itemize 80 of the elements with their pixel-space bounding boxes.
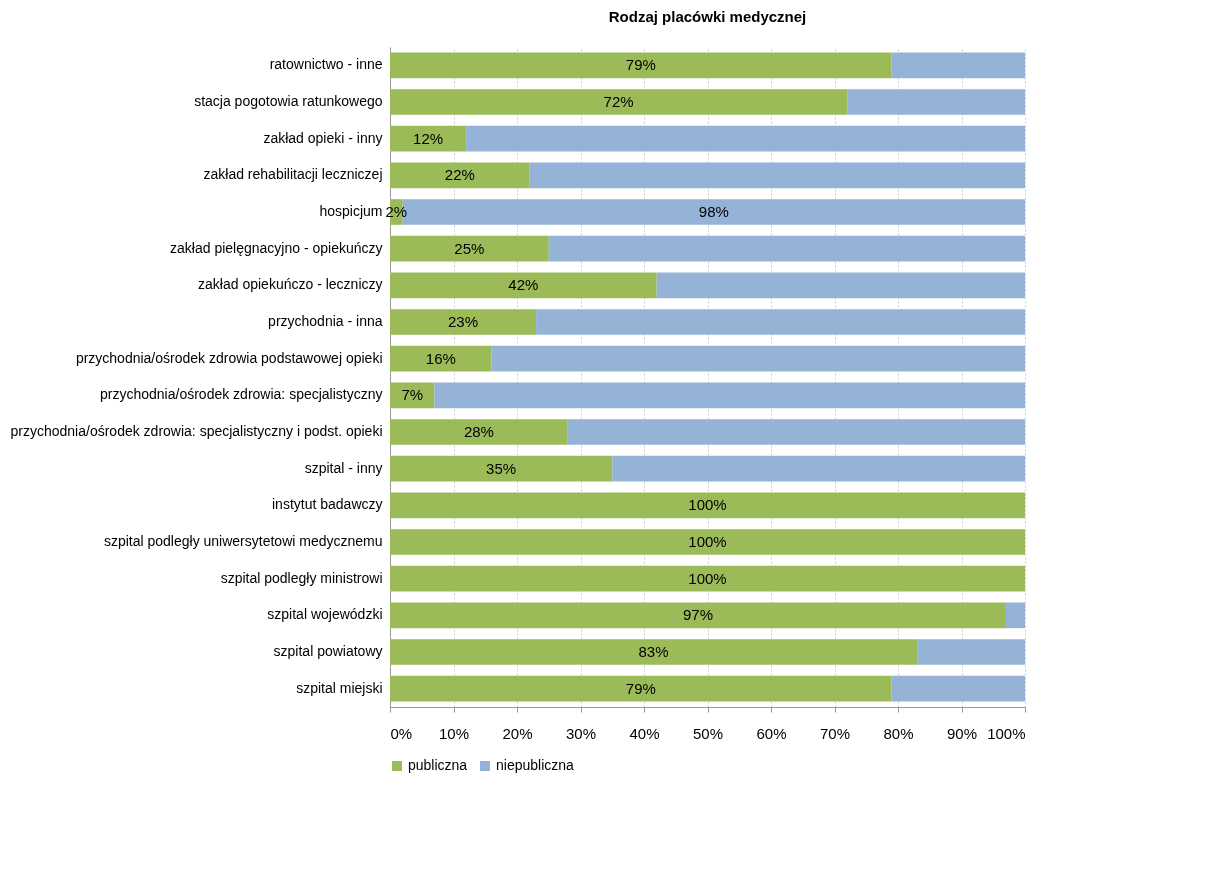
data-label: 12%	[413, 129, 444, 147]
bar	[891, 52, 1025, 79]
data-label: 35%	[486, 459, 517, 477]
y-tick-label: przychodnia/ośrodek zdrowia: specjalistyczny	[100, 386, 383, 403]
data-label: 28%	[463, 423, 494, 440]
bar	[891, 675, 1025, 702]
data-label: 83%	[638, 643, 669, 660]
bar	[390, 52, 892, 79]
data-label: 22%	[444, 166, 475, 184]
y-tick-label: szpital podległy ministrowi	[220, 569, 383, 586]
data-label: 25%	[454, 239, 485, 257]
chart-title: Rodzaj placówki medycznej	[608, 8, 807, 25]
bar	[390, 675, 892, 702]
data-label: 97%	[682, 606, 713, 624]
y-tick-label: szpital powiatowy	[273, 643, 383, 659]
y-tick-label: ratownictwo - inne	[269, 56, 383, 73]
bar	[390, 89, 848, 115]
bar	[1005, 602, 1025, 629]
y-tick-label: szpital podległy uniwersytetowi medycznemu	[103, 533, 383, 549]
data-label: 100%	[688, 533, 727, 550]
data-label: 42%	[508, 276, 539, 294]
bar	[390, 529, 1025, 555]
bar	[548, 235, 1025, 262]
y-tick-label: szpital - inny	[304, 459, 383, 476]
data-label: 23%	[448, 313, 479, 330]
bar	[390, 455, 613, 482]
bar	[390, 565, 1025, 592]
data-label: 98%	[698, 203, 729, 220]
bar	[656, 272, 1025, 299]
y-tick-label: zakład rehabilitacji leczniczej	[203, 166, 383, 183]
data-label: 100%	[688, 496, 727, 514]
x-tick-label: 60%	[756, 724, 787, 742]
bar	[567, 419, 1025, 445]
x-tick-label: 20%	[502, 724, 533, 742]
data-label: 16%	[425, 349, 456, 367]
bar	[434, 382, 1025, 409]
y-tick-label: stacja pogotowia ratunkowego	[194, 93, 383, 109]
y-tick-label: przychodnia/ośrodek zdrowia podstawowej opieki	[75, 349, 383, 366]
x-tick-label: 70%	[819, 724, 851, 742]
data-label: 100%	[688, 569, 727, 587]
data-label: 79%	[625, 56, 656, 74]
legend-label: niepubliczna	[496, 757, 575, 773]
x-tick-label: 50%	[692, 724, 724, 742]
y-tick-label: zakład opiekuńczo - leczniczy	[198, 276, 383, 293]
bar	[917, 639, 1025, 665]
y-tick-label: instytut badawczy	[272, 496, 383, 513]
bar	[390, 639, 918, 665]
x-tick-label: 0%	[390, 724, 413, 742]
bar	[529, 162, 1025, 189]
bar	[390, 235, 549, 262]
y-tick-label: hospicjum	[319, 203, 383, 219]
data-label: 7%	[401, 386, 424, 404]
bar	[390, 309, 537, 335]
data-label: 79%	[625, 679, 656, 697]
y-tick-label: przychodnia/ośrodek zdrowia: specjalistyczny i podst. opieki	[10, 423, 383, 439]
bar	[390, 345, 492, 372]
legend-label: publiczna	[408, 757, 468, 773]
bar	[466, 125, 1025, 152]
x-tick-label: 100%	[987, 724, 1026, 742]
x-tick-label: 40%	[629, 724, 660, 742]
x-tick-label: 80%	[883, 724, 914, 742]
x-tick-label: 30%	[565, 724, 597, 742]
y-tick-label: przychodnia - inna	[268, 313, 383, 329]
data-label: 72%	[603, 93, 634, 110]
bar	[390, 602, 1006, 629]
bar	[536, 309, 1025, 335]
x-tick-label: 90%	[946, 724, 978, 742]
x-tick-label: 10%	[438, 724, 470, 742]
y-tick-label: szpital miejski	[296, 679, 383, 696]
bar	[390, 419, 568, 445]
bar	[390, 272, 657, 299]
bar	[390, 125, 467, 152]
bar	[390, 162, 530, 189]
y-tick-label: zakład pielęgnacyjno - opiekuńczy	[170, 239, 383, 256]
y-tick-label: zakład opieki - inny	[263, 129, 383, 146]
y-tick-label: szpital wojewódzki	[267, 606, 383, 623]
bar	[612, 455, 1025, 482]
bar	[847, 89, 1025, 115]
bar	[491, 345, 1025, 372]
bar	[390, 492, 1025, 519]
